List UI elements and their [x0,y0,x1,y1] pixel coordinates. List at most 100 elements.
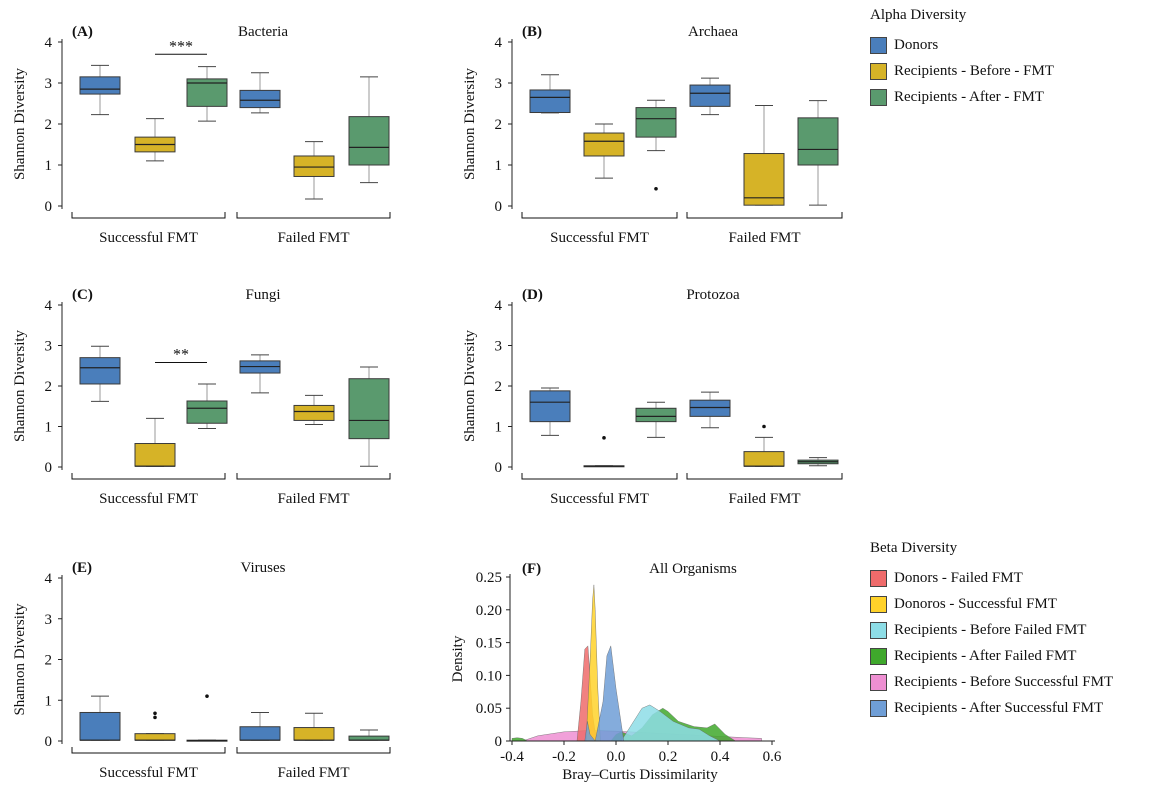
box-iqr [529,390,571,423]
significance-stars: ** [173,347,189,364]
legend-swatch [870,647,887,665]
panel-letter: (A) [72,24,93,40]
box-iqr [348,116,390,166]
group-label: Successful FMT [550,491,649,507]
legend-label: Recipients - Before - FMT [894,62,1054,79]
y-axis-label: Density [450,635,466,682]
panel-title: All Organisms [649,561,737,577]
x-tick-label: 0.0 [607,749,626,765]
group-label: Failed FMT [277,491,349,507]
legend-label: Recipients - Before Successful FMT [894,673,1114,690]
y-tick-label: 0 [45,734,53,750]
legend-item-donors-successful: Donoros - Successful FMT [870,591,1113,617]
legend-label: Donors [894,36,939,53]
box-outlier [654,186,658,191]
group-bracket [71,212,226,219]
y-tick-label: 1 [45,158,53,174]
y-tick-label: 0.10 [476,668,502,684]
y-tick-label: 4 [45,571,53,587]
box-iqr [134,733,176,741]
box-iqr [797,117,839,166]
legend-label: Donoros - Successful FMT [894,595,1057,612]
box-iqr [743,451,785,467]
box-iqr [293,404,335,421]
y-tick-label: 2 [45,379,53,395]
group-label: Failed FMT [277,765,349,781]
legend-alpha-title: Alpha Diversity [870,7,967,23]
box-iqr [186,400,228,424]
y-tick-label: 2 [45,653,53,669]
y-axis-label: Shannon Diversity [12,603,28,716]
group-bracket [236,212,391,219]
box-iqr [348,378,390,440]
legend-item-donors: Donors [870,32,1054,58]
panel-title: Protozoa [686,287,740,303]
box-iqr [79,357,121,385]
y-tick-label: 4 [495,35,503,51]
group-label: Successful FMT [99,765,198,781]
legend-swatch [870,36,887,54]
y-tick-label: 0.25 [476,570,502,586]
box-iqr [689,84,731,107]
y-tick-label: 0 [495,460,503,476]
y-tick-label: 0 [45,460,53,476]
y-tick-label: 3 [45,339,53,355]
group-bracket [236,473,391,480]
y-tick-label: 1 [45,420,53,436]
y-tick-label: 2 [495,379,503,395]
legend-swatch [870,569,887,587]
significance-stars: *** [169,38,193,55]
y-tick-label: 2 [45,117,53,133]
legend-item-recipients-after-successful: Recipients - After Successful FMT [870,695,1113,721]
y-tick-label: 4 [45,35,53,51]
y-tick-label: 1 [45,693,53,709]
panel-letter: (B) [522,24,542,40]
panel-letter: (D) [522,287,543,303]
legend-item-recipients-after: Recipients - After - FMT [870,84,1054,110]
y-tick-label: 3 [495,76,503,92]
box-iqr [348,735,390,741]
y-tick-label: 4 [45,298,53,314]
group-label: Failed FMT [728,230,800,246]
y-tick-label: 3 [495,339,503,355]
box-outlier [205,694,209,698]
box-iqr [689,399,731,417]
group-label: Successful FMT [550,230,649,246]
y-tick-label: 2 [495,117,503,133]
group-bracket [236,747,391,754]
legend-item-donors-failed: Donors - Failed FMT [870,565,1113,591]
panel-letter: (E) [72,560,92,576]
legend-beta: Beta Diversity Donors - Failed FMT Donor… [870,540,1113,721]
legend-swatch [870,62,887,80]
y-tick-label: 0 [45,199,53,215]
panel-title: Archaea [688,24,738,40]
group-bracket [521,473,678,480]
y-axis-label: Shannon Diversity [462,329,478,442]
x-tick-label: -0.4 [500,749,524,765]
y-axis-label: Shannon Diversity [462,67,478,180]
legend-swatch [870,673,887,691]
box-iqr [743,153,785,206]
legend-item-recipients-before-successful: Recipients - Before Successful FMT [870,669,1113,695]
group-bracket [71,473,226,480]
box-outlier [153,715,157,720]
panel-title: Fungi [245,287,280,303]
legend-swatch [870,88,887,106]
box-iqr [293,727,335,741]
box-iqr [239,726,281,741]
y-tick-label: 3 [45,76,53,92]
y-tick-label: 3 [45,612,53,628]
legend-label: Recipients - After Successful FMT [894,699,1104,716]
group-label: Failed FMT [277,230,349,246]
box-outlier [762,424,766,429]
box-iqr [635,407,677,423]
legend-alpha: Alpha Diversity Donors Recipients - Befo… [870,7,1054,110]
legend-label: Donors - Failed FMT [894,569,1023,586]
legend-item-recipients-before: Recipients - Before - FMT [870,58,1054,84]
legend-item-recipients-after-failed: Recipients - After Failed FMT [870,643,1113,669]
box-outlier [602,436,606,440]
x-tick-label: -0.2 [552,749,576,765]
group-label: Successful FMT [99,491,198,507]
group-bracket [686,473,843,480]
legend-item-recipients-before-failed: Recipients - Before Failed FMT [870,617,1113,643]
